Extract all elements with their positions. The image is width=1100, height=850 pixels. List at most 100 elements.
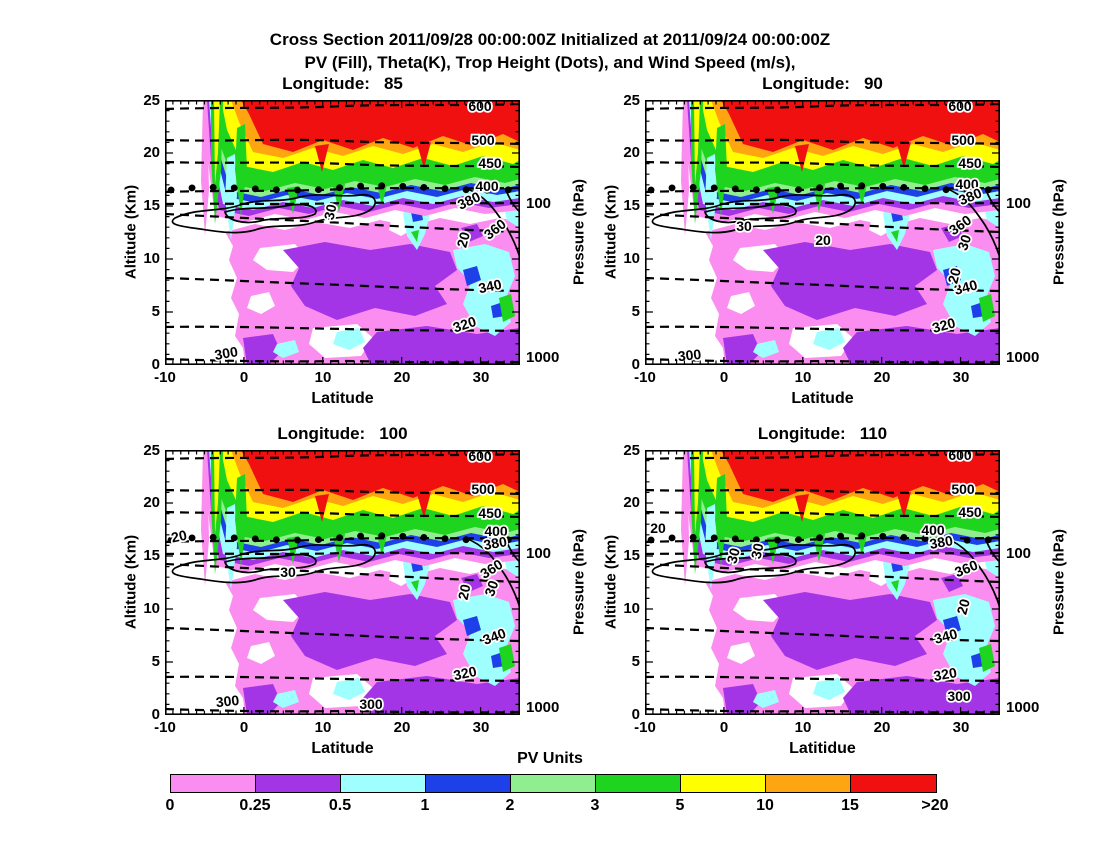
trop-height-dots xyxy=(167,532,524,544)
y-tick-label: 10 xyxy=(623,250,640,267)
figure-title: Cross Section 2011/09/28 00:00:00Z Initi… xyxy=(269,30,831,49)
pv-fill-troposphere xyxy=(225,192,520,365)
contour-label: 300 xyxy=(947,688,971,704)
colorbar-tick-label: 0.5 xyxy=(328,797,352,814)
x-tick-label: 10 xyxy=(794,369,812,386)
colorbar-tick-label: 15 xyxy=(841,797,859,814)
contour-label: 500 xyxy=(951,481,975,497)
pressure-tick-label: 100 xyxy=(526,545,552,562)
colorbar xyxy=(170,774,937,793)
contour-label: 450 xyxy=(958,504,982,520)
colorbar-tick-label: 5 xyxy=(675,797,685,814)
x-tick-label: 10 xyxy=(794,719,812,736)
x-tick-label: -10 xyxy=(154,719,176,736)
contour-label: 320 xyxy=(932,664,958,684)
pv-fill-stratosphere-bands xyxy=(201,450,520,590)
pv-fill-stratosphere-bands xyxy=(681,100,1000,240)
panel-title-label: Longitude: xyxy=(282,74,370,93)
y-tick-label: 25 xyxy=(623,442,640,459)
x-axis-label: Latitude xyxy=(311,740,374,757)
y-tick-label: 0 xyxy=(151,356,160,373)
theta-contours xyxy=(164,102,521,364)
cross-section-plot: 600 500 450 400 380 360 340 320 300 30 20 30 20 xyxy=(644,96,1004,366)
contour-label: 30 xyxy=(748,541,767,560)
cross-section-plot: 600 500 450 400 380 360 340 320 300 20 30 30 20 xyxy=(644,445,1004,716)
contour-label: 450 xyxy=(958,155,982,171)
colorbar-tick-label: 10 xyxy=(756,797,774,814)
panel-title-longitude: 85 xyxy=(383,74,403,93)
panel-title-label: Longitude: xyxy=(277,424,366,443)
plot-frame xyxy=(165,100,520,365)
cross-section-plot: 600 500 450 400 380 360 340 320 300 30 20 xyxy=(164,96,524,366)
y-tick-label: 5 xyxy=(631,303,640,320)
x-tick-label: 10 xyxy=(314,719,332,736)
theta-contours xyxy=(644,452,1001,714)
contour-label: 400 xyxy=(475,178,499,194)
trop-height-dots xyxy=(167,182,524,194)
contour-label: 300 xyxy=(359,696,383,712)
pressure-tick-label: 1000 xyxy=(526,699,560,716)
panel-title: Longitude: 85 xyxy=(165,74,520,94)
x-tick-label: 30 xyxy=(472,369,490,386)
contour-label: 300 xyxy=(677,346,702,364)
colorbar-cell xyxy=(596,775,681,792)
pv-fill-stratosphere-bands xyxy=(681,450,1000,590)
colorbar-cell xyxy=(256,775,341,792)
contour-label: 30 xyxy=(736,218,752,234)
pressure-tick-label: 100 xyxy=(1006,545,1032,562)
contour-label: 20 xyxy=(453,230,473,249)
colorbar-tick-label: 3 xyxy=(590,797,600,814)
y-tick-label: 15 xyxy=(623,547,640,564)
pressure-tick-label: 100 xyxy=(526,195,552,212)
y-tick-label: 10 xyxy=(143,600,160,617)
pressure-tick-label: 100 xyxy=(1006,195,1032,212)
trop-height-dots xyxy=(647,182,1004,194)
wind-speed-contours xyxy=(651,537,1001,609)
contour-label: 450 xyxy=(478,155,502,171)
colorbar-cell xyxy=(341,775,426,792)
contour-label: 20 xyxy=(815,232,831,248)
contour-label: 300 xyxy=(213,343,239,363)
y-tick-label: 20 xyxy=(623,494,640,511)
x-tick-label: 20 xyxy=(393,719,411,736)
pressure-tick-label: 1000 xyxy=(526,349,560,366)
x-tick-label: 10 xyxy=(314,369,332,386)
x-axis-label: Latitude xyxy=(791,390,854,407)
colorbar-tick-label: 0 xyxy=(165,797,175,814)
x-tick-label: 0 xyxy=(239,719,249,736)
panel-title-longitude: 110 xyxy=(859,424,888,443)
y-axis-label: Altitude (Km) xyxy=(122,184,140,280)
pv-fill-troposphere xyxy=(705,192,1000,365)
contour-label: 300 xyxy=(215,692,240,710)
x-tick-label: -10 xyxy=(634,369,656,386)
x-axis-label: Latitude xyxy=(311,390,374,407)
y-tick-label: 20 xyxy=(143,494,160,511)
colorbar-tick-label: 0.25 xyxy=(239,797,271,814)
contour-label: 30 xyxy=(954,232,974,252)
trop-height-dots xyxy=(647,532,1004,544)
x-tick-label: -10 xyxy=(154,369,176,386)
plot-frame xyxy=(165,450,520,715)
pv-fill-troposphere xyxy=(705,542,1000,715)
x-tick-label: 30 xyxy=(952,719,970,736)
x-tick-label: 0 xyxy=(719,719,729,736)
y-tick-label: 15 xyxy=(143,547,160,564)
y-tick-label: 0 xyxy=(631,356,640,373)
pressure-tick-label: 1000 xyxy=(1006,349,1040,366)
colorbar-cell xyxy=(511,775,596,792)
x-tick-label: 30 xyxy=(472,719,490,736)
panel-title-label: Longitude: xyxy=(757,424,846,443)
plot-frame xyxy=(645,450,1000,715)
colorbar-tick-label: >20 xyxy=(921,797,949,814)
x-axis-label: Latitidue xyxy=(789,740,856,757)
y-axis-label: Altitude (Km) xyxy=(602,534,620,630)
pv-fill-troposphere xyxy=(225,542,520,715)
x-tick-label: 20 xyxy=(873,719,891,736)
cross-section-panel: Longitude: 90 25 20 15 10 5 0 -10 0 10 20… xyxy=(585,68,1100,425)
x-tick-label: 20 xyxy=(873,369,891,386)
